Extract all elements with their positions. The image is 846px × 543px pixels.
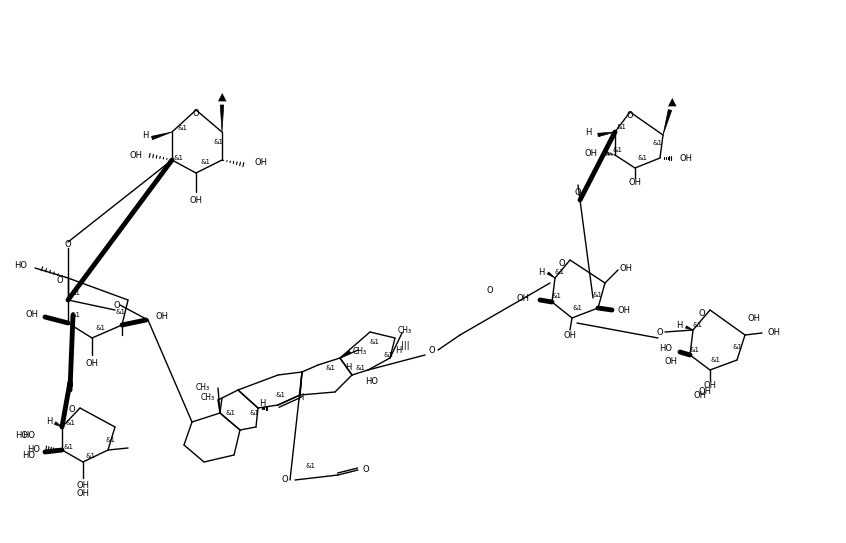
Polygon shape <box>220 105 223 132</box>
Text: H: H <box>677 320 683 330</box>
Text: &1: &1 <box>85 453 95 459</box>
Text: HO: HO <box>15 432 28 440</box>
Text: O: O <box>429 345 436 355</box>
Text: &1: &1 <box>613 147 623 153</box>
Text: CH₃: CH₃ <box>353 348 367 357</box>
Text: OH: OH <box>768 327 781 337</box>
Text: OH: OH <box>694 390 706 400</box>
Text: O: O <box>574 187 581 197</box>
Text: H: H <box>585 128 592 136</box>
Text: O: O <box>57 275 63 285</box>
Text: ▲: ▲ <box>217 92 226 102</box>
Text: OH: OH <box>25 310 38 319</box>
Text: H: H <box>46 418 52 426</box>
Polygon shape <box>597 132 615 137</box>
Text: &1: &1 <box>275 392 285 398</box>
Text: &1: &1 <box>552 293 562 299</box>
Polygon shape <box>663 110 672 135</box>
Text: &1: &1 <box>638 155 648 161</box>
Text: CH₃: CH₃ <box>196 383 210 393</box>
Text: CH₃: CH₃ <box>201 394 215 402</box>
Text: O: O <box>558 258 565 268</box>
Text: OH: OH <box>699 388 711 396</box>
Polygon shape <box>54 422 62 427</box>
Text: &1: &1 <box>355 365 365 371</box>
Text: O: O <box>656 327 663 337</box>
Text: OH: OH <box>665 357 678 367</box>
Text: &1: &1 <box>593 292 603 298</box>
Text: &1: &1 <box>693 322 703 328</box>
Text: O: O <box>627 110 634 119</box>
Text: OH: OH <box>190 195 202 205</box>
Text: OH: OH <box>748 313 761 323</box>
Text: CH₃: CH₃ <box>398 325 412 334</box>
Text: &1: &1 <box>225 410 235 416</box>
Text: O: O <box>113 300 120 310</box>
Text: OH: OH <box>76 489 90 497</box>
Text: &1: &1 <box>65 420 75 426</box>
Text: O: O <box>69 406 75 414</box>
Text: HO: HO <box>22 451 35 459</box>
Text: HO: HO <box>659 344 672 352</box>
Text: |||: ||| <box>401 340 409 350</box>
Text: OH: OH <box>618 306 631 314</box>
Text: &1: &1 <box>95 325 105 331</box>
Text: OH: OH <box>563 331 576 339</box>
Text: H: H <box>141 130 148 140</box>
Text: H: H <box>345 363 351 372</box>
Text: O: O <box>699 308 706 318</box>
Text: HO: HO <box>14 261 27 269</box>
Text: OH: OH <box>517 294 530 302</box>
Text: OH: OH <box>585 148 598 157</box>
Text: HO: HO <box>22 431 35 439</box>
Text: &1: &1 <box>711 357 721 363</box>
Text: &1: &1 <box>177 125 187 131</box>
Polygon shape <box>340 351 351 358</box>
Text: &1: &1 <box>653 140 663 146</box>
Text: O: O <box>64 239 71 249</box>
Text: &1: &1 <box>173 155 183 161</box>
Text: O: O <box>193 109 200 117</box>
Text: OH: OH <box>620 263 633 273</box>
Text: &1: &1 <box>63 444 73 450</box>
Text: OH: OH <box>704 381 717 389</box>
Text: ▲: ▲ <box>667 97 676 107</box>
Text: &1: &1 <box>690 347 700 353</box>
Text: O: O <box>486 286 493 294</box>
Text: O: O <box>67 381 74 389</box>
Text: H: H <box>395 345 401 355</box>
Text: HO: HO <box>365 377 378 387</box>
Text: &1: &1 <box>617 124 627 130</box>
Polygon shape <box>685 326 693 330</box>
Polygon shape <box>151 132 172 140</box>
Text: &1: &1 <box>370 339 380 345</box>
Text: O: O <box>282 476 288 484</box>
Text: OH: OH <box>85 358 98 368</box>
Text: H: H <box>259 400 265 408</box>
Text: OH: OH <box>680 154 693 162</box>
Text: &1: &1 <box>115 309 125 315</box>
Text: &1: &1 <box>733 344 743 350</box>
Text: OH: OH <box>129 150 142 160</box>
Text: &1: &1 <box>105 437 115 443</box>
Text: H: H <box>297 394 303 402</box>
Text: &1: &1 <box>249 410 259 416</box>
Text: &1: &1 <box>555 269 565 275</box>
Text: &1: &1 <box>213 139 223 145</box>
Text: &1: &1 <box>70 312 80 318</box>
Text: H: H <box>539 268 545 276</box>
Text: &1: &1 <box>200 159 210 165</box>
Text: OH: OH <box>629 178 641 186</box>
Polygon shape <box>547 272 555 278</box>
Text: &1: &1 <box>573 305 583 311</box>
Text: OH: OH <box>155 312 168 320</box>
Text: &1: &1 <box>383 352 393 358</box>
Text: &1: &1 <box>305 463 315 469</box>
Text: O: O <box>363 465 370 475</box>
Text: HO: HO <box>27 445 40 454</box>
Text: OH: OH <box>76 481 90 489</box>
Text: &1: &1 <box>325 365 335 371</box>
Text: &1: &1 <box>70 290 80 296</box>
Text: OH: OH <box>254 157 267 167</box>
